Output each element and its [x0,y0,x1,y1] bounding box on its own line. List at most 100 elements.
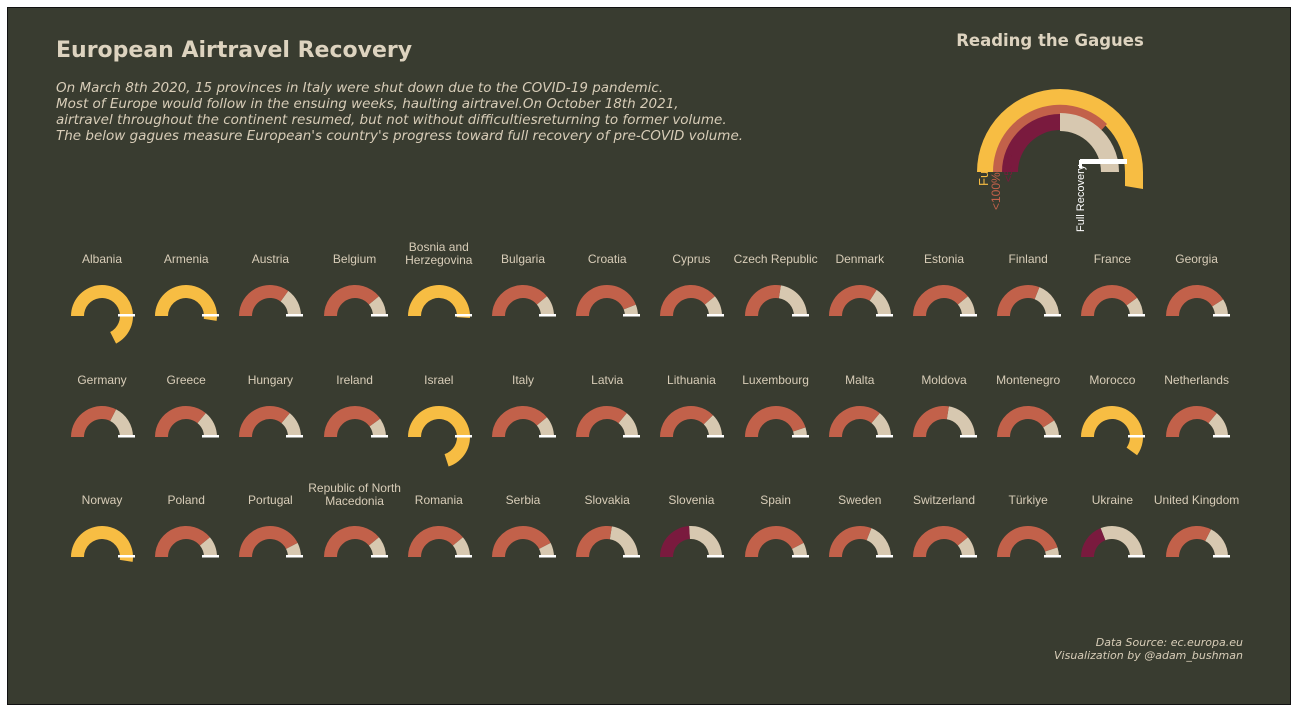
gauge-full-recovery-marker [202,555,220,558]
country-label: Greece [166,373,206,387]
gauge-value-arc [1081,528,1106,557]
country-label: Germany [77,373,127,387]
gauge-remaining-arc [536,296,554,316]
country-gauge [71,406,135,438]
country-label: Austria [251,252,290,266]
country-gauge [1165,526,1230,558]
country-gauge [71,526,135,562]
country-label: Slovenia [668,493,715,507]
country-label: Switzerland [912,493,976,507]
gauge-remaining-arc [197,413,218,437]
gauge-remaining-arc [866,528,891,557]
source-note: Data Source: ec.europa.eu Visualization … [1054,636,1243,662]
country-gauge [660,284,725,317]
country-gauge [323,525,388,558]
gauge-value-arc [1081,285,1138,316]
gauge-full-recovery-marker [202,314,220,317]
gauge-full-recovery-marker [791,555,809,558]
gauge-full-recovery-marker [960,435,977,438]
country-gauge [997,406,1062,438]
country-gauge [576,525,641,558]
gauge-remaining-arc [689,525,723,557]
country-label: Moldova [921,373,967,387]
gauge-remaining-arc [1126,297,1144,316]
country-label: Lithuania [667,373,716,387]
legend-arc-under50 [1002,114,1060,172]
country-label: Ukraine [1091,493,1134,507]
country-label: Ireland [336,373,373,387]
gauge-remaining-arc [1208,413,1228,437]
gauge-full-recovery-marker [1128,555,1146,558]
gauge-full-recovery-marker [875,555,893,558]
country-label: Latvia [591,373,624,387]
country-gauge [492,526,556,558]
gauge-value-arc [997,526,1058,557]
gauge-value-arc [71,526,133,562]
gauge-value-arc [71,284,133,344]
gauge-full-recovery-marker [1044,555,1062,558]
country-gauge [155,405,220,438]
gauge-value-arc [1165,405,1217,437]
gauge-full-recovery-marker [1128,314,1146,317]
country-gauge [239,526,304,558]
legend-full-recovery-marker [1080,159,1127,164]
gauge-value-arc [1165,526,1211,557]
gauge-full-recovery-marker [623,314,641,317]
gauge-value-arc [492,405,547,437]
country-gauge [323,406,388,438]
country-label: Slovakia [584,493,630,507]
gauge-value-arc [492,284,547,316]
legend-lt100-label: <100% [989,172,1003,210]
gauge-remaining-arc [791,542,807,557]
gauge-remaining-arc [452,537,470,557]
gauge-full-recovery-marker [1212,435,1230,438]
gauge-full-recovery-marker [960,555,977,558]
legend-full-recovery-label: Full Recovery [1075,164,1087,232]
gauge-remaining-arc [368,296,386,316]
gauge-full-recovery-marker [1212,555,1230,558]
gauge-remaining-arc [369,418,386,437]
gauge-remaining-arc [1204,529,1228,557]
country-gauge [744,526,809,558]
gauge-value-arc [828,285,877,316]
gauge-value-arc [492,526,551,557]
chart-subtitle: On March 8th 2020, 15 provinces in Italy… [56,80,816,144]
gauge-remaining-arc [536,417,554,437]
gauge-value-arc [576,525,613,557]
country-label: Italy [511,373,534,387]
country-label: Serbia [505,493,541,507]
gauge-full-recovery-marker [118,314,135,317]
gauge-full-recovery-marker [370,435,388,438]
gauge-full-recovery-marker [286,314,304,317]
country-label: Morocco [1089,373,1136,387]
gauge-full-recovery-marker [539,435,556,438]
gauge-remaining-arc [704,415,723,437]
country-label: Spain [760,493,791,507]
country-gauge [323,284,388,317]
gauge-value-arc [660,284,716,316]
gauge-full-recovery-marker [1128,435,1146,438]
gauge-full-recovery-marker [286,435,304,438]
gauge-value-arc [323,525,379,557]
gauge-full-recovery-marker [707,435,725,438]
gauge-value-arc [576,285,637,316]
country-gauge [492,405,556,438]
gauge-full-recovery-marker [707,314,725,317]
gauge-remaining-arc [1034,287,1060,316]
gauge-full-recovery-marker [539,314,556,317]
subtitle-line: Most of Europe would follow in the ensui… [56,96,679,112]
gauge-value-arc [155,525,211,557]
country-gauge [576,285,641,317]
country-gauge [1165,285,1230,317]
gauge-remaining-arc [1045,547,1060,557]
gauge-value-arc [828,405,880,437]
legend-title: Reading the Gagues [956,31,1144,50]
gauge-remaining-arc [957,296,975,316]
gauge-value-arc [1165,285,1223,316]
gauge-remaining-arc [946,406,975,437]
country-label: Poland [167,493,205,507]
gauge-remaining-arc [280,290,302,316]
gauge-value-arc [913,284,968,316]
country-gauge [239,285,304,317]
subtitle-line: On March 8th 2020, 15 provinces in Italy… [56,80,664,96]
